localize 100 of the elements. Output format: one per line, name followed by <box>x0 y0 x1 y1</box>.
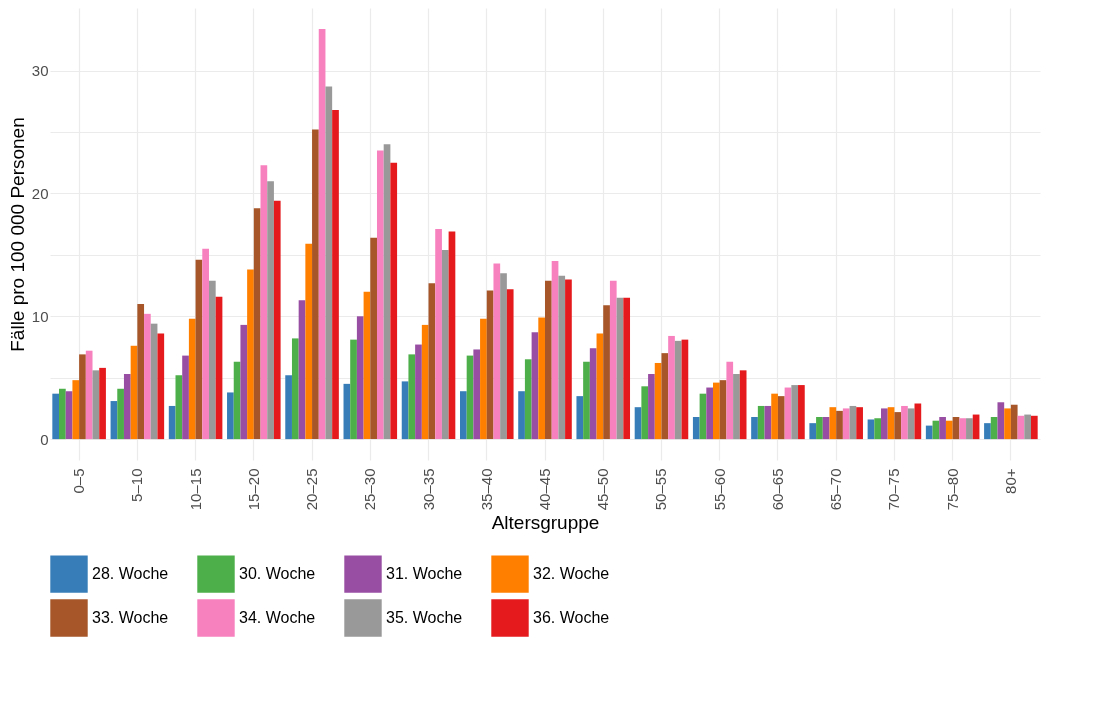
x-tick-label: 0–5 <box>70 468 88 494</box>
bar <box>240 324 248 440</box>
bar <box>1030 415 1038 440</box>
bar <box>493 263 501 440</box>
bar <box>809 423 817 440</box>
x-tick-label: 55–60 <box>710 468 728 511</box>
x-tick-label: 25–30 <box>361 468 379 511</box>
bar <box>668 335 675 440</box>
bar <box>267 181 274 440</box>
x-tick-label: 10–15 <box>186 468 204 511</box>
bar <box>473 349 481 440</box>
bar <box>117 388 124 440</box>
bar <box>318 28 326 440</box>
x-tick-label: 20–25 <box>303 468 321 511</box>
x-tick-label: 50–55 <box>652 468 670 511</box>
bar <box>285 375 292 440</box>
bar <box>415 344 422 440</box>
bar <box>298 300 306 440</box>
bar <box>1010 404 1018 440</box>
bar <box>945 420 953 440</box>
bar <box>247 269 254 440</box>
bar <box>356 316 364 440</box>
bar <box>408 354 416 440</box>
legend-label: 31. Woche <box>386 565 463 583</box>
y-tick-label: 0 <box>40 430 49 448</box>
legend-label: 34. Woche <box>239 609 316 626</box>
bar <box>65 391 73 440</box>
bar <box>291 338 299 440</box>
bar <box>589 348 597 440</box>
bar <box>867 419 875 440</box>
bar <box>325 86 333 440</box>
bar <box>428 283 436 440</box>
bar <box>551 261 559 440</box>
bar <box>739 370 747 440</box>
bar <box>92 370 100 440</box>
bar <box>59 388 66 440</box>
bar <box>661 353 669 440</box>
bar <box>350 339 357 440</box>
bar <box>565 279 572 440</box>
bar <box>603 305 610 440</box>
bar <box>816 417 823 440</box>
bar <box>524 359 532 440</box>
bar <box>887 407 895 440</box>
bar <box>123 374 131 440</box>
bar <box>545 280 552 440</box>
bar <box>997 402 1005 440</box>
bar <box>719 380 727 440</box>
bar <box>137 304 145 440</box>
bar <box>305 243 313 440</box>
bar <box>441 249 449 440</box>
x-tick-label: 35–40 <box>477 468 495 511</box>
y-tick-label: 20 <box>31 184 49 202</box>
x-tick-label: 75–80 <box>943 468 961 511</box>
bar <box>856 407 863 440</box>
bar <box>901 405 908 440</box>
bar <box>144 313 151 440</box>
bar <box>558 275 566 440</box>
legend-label: 30. Woche <box>239 565 316 583</box>
legend-label: 32. Woche <box>533 565 610 583</box>
bar <box>506 289 514 440</box>
bar <box>751 417 758 440</box>
x-tick-label: 45–50 <box>594 468 612 511</box>
bar <box>641 386 649 440</box>
bar <box>390 162 398 440</box>
bar <box>208 280 216 440</box>
bar <box>583 361 590 440</box>
bar <box>370 237 377 440</box>
x-tick-label: 40–45 <box>536 468 553 511</box>
bar <box>1004 408 1011 440</box>
bar <box>52 393 60 440</box>
bar <box>332 109 339 440</box>
bar <box>421 324 429 440</box>
x-tick-label: 30–35 <box>419 468 437 511</box>
bar <box>842 408 850 440</box>
bar <box>576 396 584 440</box>
bar <box>634 407 642 440</box>
bar <box>157 333 165 440</box>
legend-label: 33. Woche <box>92 609 169 626</box>
bar <box>188 318 196 440</box>
bar <box>596 333 604 440</box>
bar <box>518 391 525 440</box>
bar <box>706 387 714 440</box>
bar <box>202 248 209 440</box>
bar <box>925 425 933 440</box>
bar <box>881 408 888 440</box>
bar <box>726 361 734 440</box>
bar <box>733 374 740 440</box>
bar <box>538 317 545 440</box>
bar <box>791 385 799 440</box>
bar <box>383 144 391 440</box>
bar <box>401 381 409 440</box>
bar <box>79 354 86 440</box>
bar <box>966 418 973 440</box>
bar <box>777 396 785 440</box>
bar <box>713 382 720 440</box>
bar <box>894 412 902 440</box>
y-tick-label: 10 <box>31 307 49 325</box>
bar <box>312 129 319 440</box>
x-tick-label: 70–75 <box>885 468 903 511</box>
bar <box>609 280 617 440</box>
